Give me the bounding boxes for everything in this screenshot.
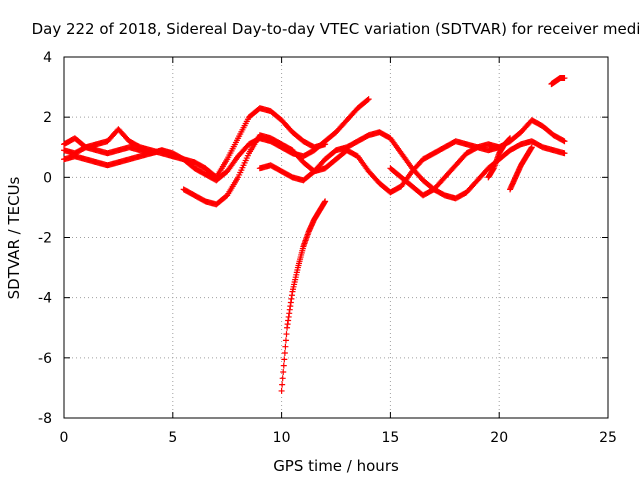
data-point [281, 356, 288, 363]
series-track-i [507, 144, 535, 193]
data-point [561, 75, 568, 82]
y-tick-label: 4 [43, 50, 52, 66]
data-point [279, 375, 286, 382]
data-point [280, 368, 287, 375]
data-point [279, 381, 286, 388]
data-point [280, 362, 287, 369]
grid [64, 57, 608, 418]
data-point [282, 337, 289, 344]
series-track-j [548, 75, 568, 88]
data-point [507, 135, 514, 142]
x-axis-title: GPS time / hours [273, 457, 399, 475]
y-tick-label: 0 [43, 170, 52, 186]
data-point [560, 137, 567, 144]
data-point [278, 387, 285, 394]
y-axis-title: SDTVAR / TECUs [5, 176, 23, 299]
data-point [561, 138, 568, 145]
data-point [169, 153, 176, 160]
x-tick-label: 25 [599, 430, 617, 446]
series-track-h [485, 135, 514, 181]
x-tick-label: 10 [273, 430, 291, 446]
series-track-f [278, 198, 329, 394]
x-tick-label: 5 [168, 430, 177, 446]
x-tick-label: 20 [490, 430, 508, 446]
axis-ticks: 0 5 10 15 20 25 -8 -6 -4 -2 0 2 4 [38, 50, 617, 446]
series-track-d [180, 132, 503, 208]
data-series [61, 75, 568, 394]
y-tick-label: 2 [43, 110, 52, 126]
y-tick-label: -2 [38, 231, 52, 247]
data-point [282, 343, 289, 350]
data-point [364, 97, 371, 104]
data-point [281, 350, 288, 357]
data-point [283, 331, 290, 338]
y-tick-label: -4 [38, 291, 52, 307]
x-tick-label: 15 [381, 430, 399, 446]
chart-title: Day 222 of 2018, Sidereal Day-to-day VTE… [32, 20, 640, 38]
series-track-c [61, 126, 176, 160]
data-point [322, 198, 329, 205]
data-point [365, 96, 372, 103]
y-tick-label: -8 [38, 411, 52, 427]
y-tick-label: -6 [38, 351, 52, 367]
data-point [528, 144, 535, 151]
x-tick-label: 0 [60, 430, 69, 446]
data-point [561, 150, 568, 157]
